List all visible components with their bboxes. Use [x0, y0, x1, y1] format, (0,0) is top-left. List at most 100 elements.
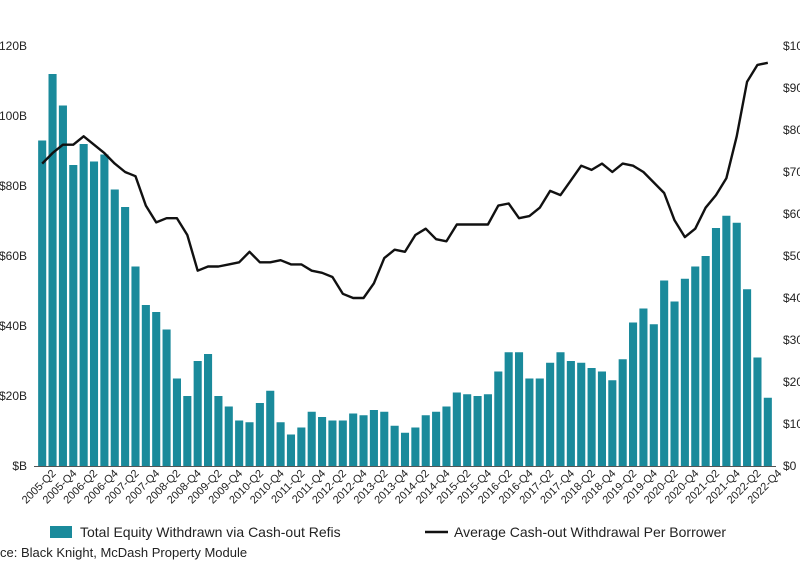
- bar: [597, 371, 606, 466]
- bar: [349, 413, 358, 466]
- y-right-tick-label: $0: [783, 459, 797, 473]
- bar: [514, 352, 524, 466]
- bar: [432, 411, 441, 466]
- bar: [577, 362, 586, 466]
- y-right-tick-label: $30: [783, 333, 800, 347]
- bar: [660, 280, 669, 466]
- y-right-tick-label: $10: [783, 417, 800, 431]
- bar: [763, 397, 772, 466]
- y-left-tick-label: $20B: [0, 389, 27, 403]
- bar: [618, 359, 627, 466]
- y-right-tick-label: $20: [783, 375, 800, 389]
- bar: [722, 215, 731, 466]
- bar: [680, 278, 689, 466]
- bar: [121, 207, 130, 466]
- bar: [245, 422, 254, 466]
- bar: [48, 74, 57, 466]
- y-left-tick-label: $100B: [0, 109, 27, 123]
- bar: [494, 371, 503, 466]
- y-left-tick-label: $B: [12, 459, 27, 473]
- bar: [58, 105, 67, 466]
- bar: [566, 361, 575, 466]
- bar: [307, 411, 316, 466]
- y-right-tick-label: $80: [783, 123, 800, 137]
- right-axis-ticks: $0 $10 $20 $30 $40 $50 $60 $70 $80 $90 $100: [783, 39, 800, 473]
- bar: [535, 378, 544, 466]
- bar: [318, 417, 327, 466]
- y-right-tick-label: $60: [783, 207, 800, 221]
- x-axis-ticks: 2005-Q22005-Q42006-Q22006-Q42007-Q22007-…: [20, 468, 784, 507]
- bar: [286, 434, 296, 466]
- legend-bar-label: Total Equity Withdrawn via Cash-out Refi…: [80, 524, 341, 540]
- bar: [711, 228, 721, 466]
- y-left-tick-label: $60B: [0, 249, 27, 263]
- bar: [649, 324, 658, 466]
- bar: [587, 368, 596, 466]
- bar: [463, 394, 472, 466]
- bar: [338, 420, 347, 466]
- bar: [629, 322, 638, 466]
- y-right-tick-label: $100: [783, 39, 800, 53]
- bar: [172, 378, 181, 466]
- bar: [255, 403, 264, 466]
- bar: [110, 189, 119, 466]
- bar: [400, 432, 410, 466]
- bar: [701, 256, 710, 466]
- legend: Total Equity Withdrawn via Cash-out Refi…: [50, 524, 726, 540]
- bar-series: [38, 74, 772, 466]
- bar: [691, 266, 700, 466]
- bar: [276, 422, 285, 466]
- bar: [411, 427, 420, 466]
- legend-line-label: Average Cash-out Withdrawal Per Borrower: [454, 524, 726, 540]
- bar: [369, 410, 378, 466]
- bar: [79, 144, 88, 466]
- bar: [743, 289, 752, 466]
- y-left-tick-label: $40B: [0, 319, 27, 333]
- bar: [131, 266, 140, 466]
- bar: [525, 378, 534, 466]
- y-left-tick-label: $120B: [0, 39, 27, 53]
- bar: [639, 308, 648, 466]
- bar: [359, 415, 368, 466]
- bar: [483, 394, 492, 466]
- bar: [473, 396, 482, 466]
- bar: [670, 301, 679, 466]
- bar: [608, 380, 617, 466]
- bar: [100, 154, 109, 466]
- bar: [162, 329, 171, 466]
- bar: [442, 406, 451, 466]
- bar: [753, 357, 762, 466]
- bar: [214, 396, 223, 466]
- left-axis-ticks: $B $20B $40B $60B $80B $100B $120B: [0, 39, 27, 473]
- legend-bar-swatch: [50, 526, 72, 538]
- y-right-tick-label: $40: [783, 291, 800, 305]
- bar: [266, 390, 275, 466]
- y-left-tick-label: $80B: [0, 179, 27, 193]
- average-withdrawal-line: [41, 61, 769, 300]
- bar: [546, 362, 555, 466]
- bar: [38, 140, 47, 466]
- bar: [732, 222, 741, 466]
- bar: [380, 411, 389, 466]
- bar: [224, 406, 233, 466]
- bar: [183, 396, 192, 466]
- bar: [141, 305, 150, 466]
- bar: [89, 161, 99, 466]
- y-right-tick-label: $50: [783, 249, 800, 263]
- y-right-tick-label: $90: [783, 81, 800, 95]
- bar: [390, 425, 399, 466]
- bar: [556, 352, 565, 466]
- bar: [452, 392, 461, 466]
- bar: [204, 354, 213, 466]
- bar: [504, 352, 513, 466]
- y-right-tick-label: $70: [783, 165, 800, 179]
- bar: [152, 312, 161, 466]
- bar: [193, 361, 202, 466]
- source-note: ce: Black Knight, McDash Property Module: [0, 545, 247, 560]
- bar: [421, 415, 430, 466]
- bar: [69, 165, 78, 466]
- bar: [235, 420, 244, 466]
- bar: [328, 420, 337, 466]
- bar: [297, 427, 306, 466]
